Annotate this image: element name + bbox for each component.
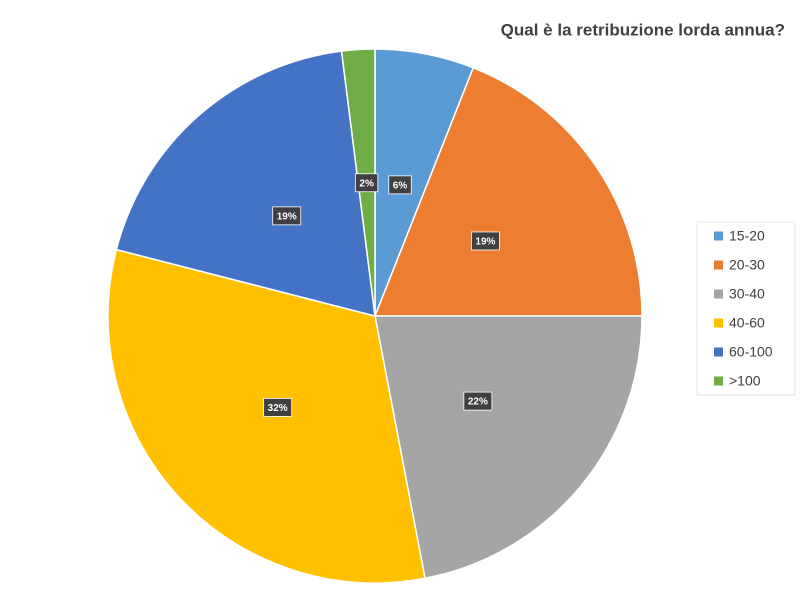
legend-label: 60-100 — [729, 344, 773, 360]
data-label-text: 32% — [268, 403, 288, 414]
legend-box — [696, 221, 796, 396]
legend-swatch — [714, 260, 723, 270]
data-label-box — [471, 231, 500, 251]
data-label-text: 2% — [359, 178, 374, 189]
legend-swatch — [714, 289, 723, 299]
legend-label: >100 — [729, 373, 761, 389]
pie-slice — [373, 66, 643, 317]
data-label-text: 19% — [277, 212, 297, 223]
legend-swatch — [714, 376, 723, 386]
pie-slice — [115, 50, 376, 318]
data-label-box — [463, 391, 493, 411]
data-label-text: 6% — [393, 181, 408, 192]
data-label: 19% — [471, 231, 500, 251]
data-label: 6% — [388, 175, 412, 195]
legend-label: 20-30 — [729, 257, 765, 273]
data-label-box — [388, 175, 412, 195]
data-label-text: 22% — [468, 397, 488, 408]
legend-swatch — [714, 231, 723, 241]
legend-label: 30-40 — [729, 286, 765, 302]
chart-title: Qual è la retribuzione lorda annua? — [501, 20, 785, 39]
legend-label: 40-60 — [729, 315, 765, 331]
legend-swatch — [714, 347, 723, 357]
legend-label: 15-20 — [729, 228, 765, 244]
data-label-text: 19% — [475, 237, 495, 248]
pie-slice — [374, 315, 643, 580]
data-label: 32% — [263, 397, 293, 417]
data-label: 22% — [463, 391, 493, 411]
data-label-box — [272, 206, 302, 226]
data-label-box — [263, 397, 293, 417]
legend-swatch — [714, 318, 723, 328]
data-label-box — [354, 173, 379, 193]
data-label: 19% — [272, 206, 302, 226]
data-label: 2% — [354, 173, 379, 193]
